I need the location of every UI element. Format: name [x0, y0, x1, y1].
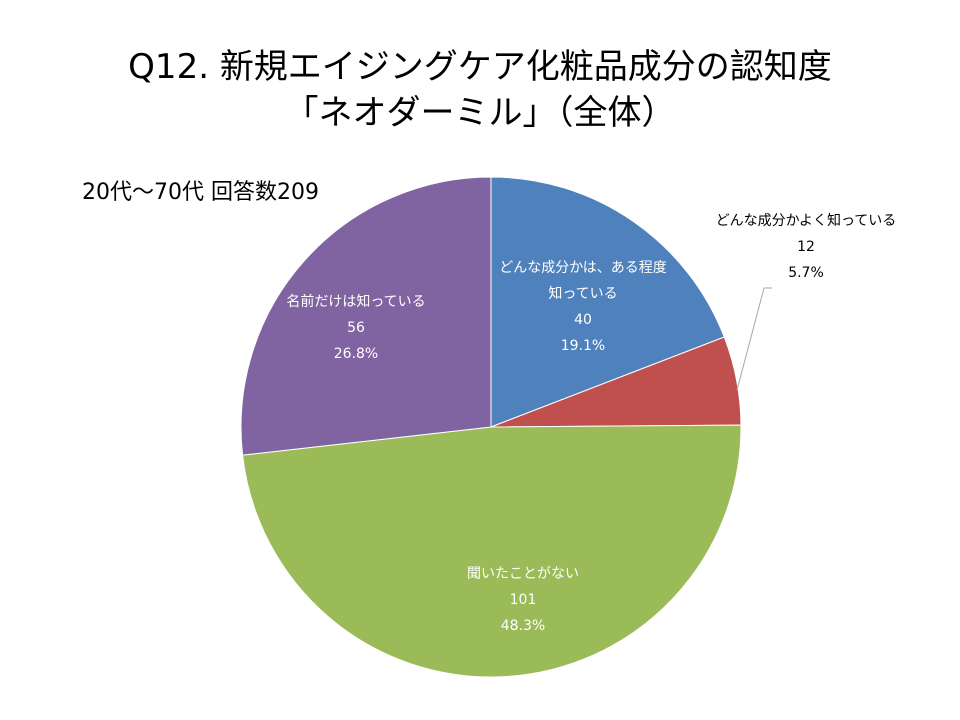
chart-title-line1: Q12. 新規エイジングケア化粧品成分の認知度 [128, 47, 832, 87]
chart-title-line2: 「ネオダーミル」（全体） [284, 93, 676, 133]
pie-slice-3 [240, 176, 492, 456]
slice-label-2-line-2: 48.3% [501, 618, 545, 634]
slice-label-1-line-2: 5.7% [788, 265, 824, 281]
chart-subtitle: 20代～70代 回答数209 [82, 180, 319, 205]
slice-label-0-line-3: 19.1% [561, 338, 605, 354]
pie-slice-0 [490, 176, 725, 428]
chart-title: Q12. 新規エイジングケア化粧品成分の認知度 「ネオダーミル」（全体） [0, 44, 960, 136]
pie-slice-2 [242, 424, 742, 678]
slice-label-2-line-1: 101 [510, 592, 537, 608]
slice-label-3-line-1: 56 [347, 320, 365, 336]
slice-label-0-line-2: 40 [574, 312, 592, 328]
slice-label-1-line-0: どんな成分かよく知っている [716, 212, 897, 229]
slice-label-1-line-1: 12 [797, 239, 815, 255]
slice-label-3-line-0: 名前だけは知っている [286, 293, 425, 310]
slice-label-0-line-0: どんな成分かは、ある程度 [499, 260, 666, 276]
slice-label-2-line-0: 聞いたことがない [467, 566, 579, 582]
slice-label-3-line-2: 26.8% [334, 346, 378, 362]
slice-label-0-line-1: 知っている [548, 285, 617, 302]
leader-line [736, 287, 772, 391]
